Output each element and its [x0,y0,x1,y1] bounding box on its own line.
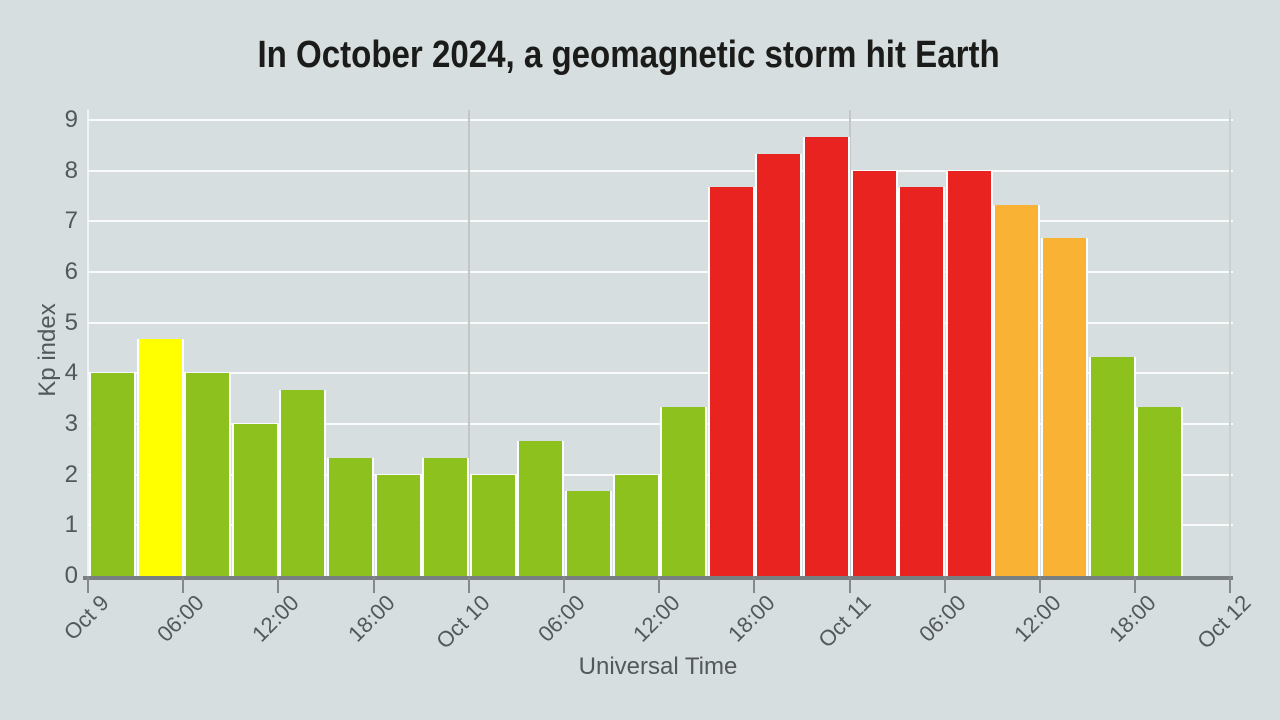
day-boundary-gridline [848,110,851,576]
day-boundary-gridline [1229,110,1232,576]
kp-bar [471,474,515,576]
day-boundary-gridline [467,110,470,576]
kp-bar [995,204,1039,576]
x-tick-mark [753,576,756,593]
x-tick-mark [658,576,661,593]
gridline [88,372,1233,375]
kp-bar [376,474,420,576]
kp-bar [567,491,610,576]
x-tick-mark [1229,576,1232,593]
gridline [88,524,1233,527]
x-axis-title: Universal Time [578,653,738,680]
y-tick-label: 0 [64,562,78,589]
x-axis-line [83,576,1233,580]
kp-bar [424,457,468,576]
x-tick-label: 18:00 [342,590,400,647]
gridline [88,321,1233,324]
kp-bar [1043,238,1086,576]
kp-bar [1138,407,1182,576]
gridline [88,220,1233,223]
gridline [88,169,1233,172]
y-tick-label: 2 [64,460,78,488]
x-tick-mark [87,576,89,593]
kp-bar [614,474,658,576]
x-tick-mark [1039,576,1041,593]
x-tick-mark [277,576,280,593]
y-tick-label: 7 [64,207,78,235]
kp-bar [519,440,563,576]
x-tick-label: Oct 9 [58,590,114,645]
x-tick-mark [1134,576,1137,593]
kp-bar [662,407,706,576]
x-tick-label: 06:00 [152,590,209,647]
gridline [88,270,1233,273]
kp-bar [186,373,230,576]
kp-bar [281,390,325,576]
y-tick-label: 6 [64,257,78,285]
kp-bar [329,457,372,576]
kp-bar [805,136,848,576]
y-tick-label: 8 [64,156,78,184]
kp-bar [947,170,991,576]
x-tick-label: 18:00 [1104,590,1161,647]
kp-bar [1090,356,1134,576]
y-tick-label: 1 [64,511,78,539]
gridline [88,118,1233,121]
kp-bar [91,373,134,576]
x-tick-label: 12:00 [247,590,305,647]
x-tick-mark [182,576,185,593]
kp-bar [138,339,182,576]
x-tick-label: 06:00 [913,590,971,647]
gridline [88,473,1233,476]
y-tick-label: 5 [64,308,78,336]
x-tick-label: Oct 12 [1192,590,1257,654]
chart-title: In October 2024, a geomagnetic storm hit… [0,34,1258,77]
chart-title-text: In October 2024, a geomagnetic storm hit… [257,34,1001,76]
kp-bar [900,187,944,576]
x-tick-label: 12:00 [1009,590,1066,647]
x-tick-mark [848,576,851,593]
y-tick-label: 4 [64,359,78,387]
x-tick-mark [943,576,946,593]
x-tick-mark [467,576,470,593]
y-axis-line [87,110,89,576]
y-tick-label: 9 [64,105,78,133]
kp-bar [852,170,896,576]
x-tick-mark [372,576,375,593]
y-tick-label: 3 [64,409,78,437]
gridline [88,422,1233,425]
x-tick-mark [563,576,565,593]
kp-bar [709,187,753,576]
kp-bar [757,153,801,576]
kp-bar [233,423,277,576]
